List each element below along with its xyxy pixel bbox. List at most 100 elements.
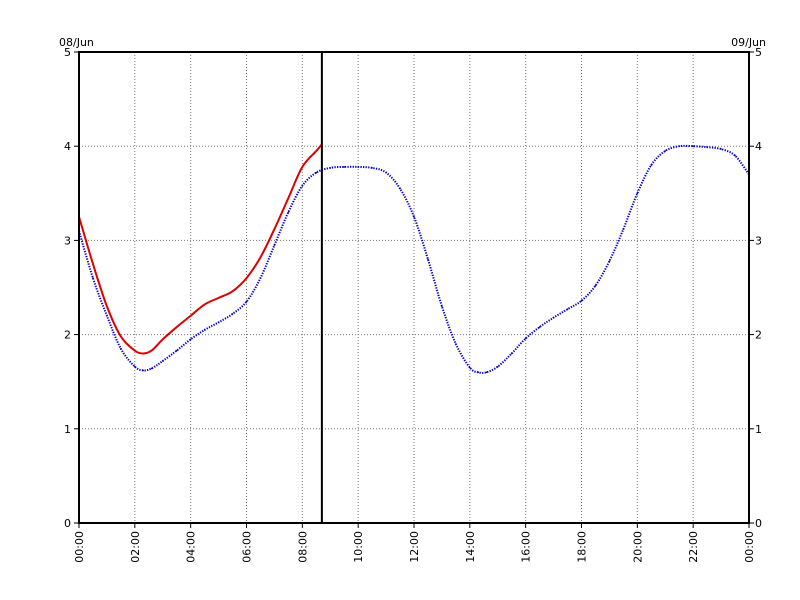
predicted-point	[692, 145, 694, 147]
y-tick-label-left: 0	[64, 517, 71, 530]
predicted-point	[594, 284, 597, 287]
y-tick-label-left: 5	[64, 46, 71, 59]
x-tick-label: 14:00	[464, 531, 477, 563]
predicted-point	[287, 211, 290, 213]
predicted-point	[485, 371, 488, 374]
predicted-point	[566, 308, 569, 310]
predicted-point	[706, 146, 708, 148]
predicted-point	[427, 258, 429, 261]
observed-point	[175, 326, 178, 328]
plot-frame	[78, 51, 750, 524]
predicted-point	[734, 154, 736, 157]
predicted-point	[469, 366, 471, 369]
predicted-point	[664, 150, 667, 152]
y-tick-label-left: 2	[64, 329, 71, 342]
y-tick-label-right: 5	[755, 46, 762, 59]
predicted-point	[580, 299, 583, 302]
x-tick-label: 00:00	[743, 531, 756, 563]
predicted-point	[385, 171, 387, 174]
y-tick-label-left: 3	[64, 234, 71, 247]
predicted-point	[301, 184, 304, 187]
series-layer	[78, 143, 750, 374]
y-tick-label-left: 4	[64, 140, 71, 153]
observed-point	[150, 349, 153, 352]
predicted-point	[510, 352, 513, 355]
predicted-point	[189, 338, 192, 341]
x-tick-label: 18:00	[576, 531, 589, 563]
predicted-point	[441, 305, 443, 308]
observed-point	[161, 338, 164, 341]
observed-point	[217, 297, 220, 299]
x-tick-label: 08:00	[296, 531, 309, 563]
predicted-point	[175, 349, 178, 352]
predicted-point	[678, 145, 681, 147]
predicted-point	[552, 316, 555, 319]
x-tick-label: 22:00	[687, 531, 700, 563]
date-label-right: 09/Jun	[731, 36, 766, 49]
grid-lines	[79, 52, 749, 523]
x-tick-label: 16:00	[520, 531, 533, 563]
axis-ticks: 00:00 02:00 04:00 06:00 08:00 10:00 12:00 14:00…	[64, 46, 762, 563]
predicted-point	[315, 171, 318, 174]
observed-point	[92, 263, 94, 265]
predicted-point	[203, 329, 206, 331]
predicted-point	[161, 360, 164, 362]
predicted-point	[134, 365, 136, 368]
observed-point	[134, 349, 136, 352]
predicted-point	[636, 192, 639, 195]
observed-point	[142, 352, 145, 355]
y-tick-label-right: 4	[755, 140, 762, 153]
x-tick-label: 00:00	[73, 531, 86, 563]
x-tick-label: 04:00	[185, 531, 198, 563]
predicted-point	[477, 371, 480, 374]
predicted-point	[120, 347, 122, 350]
y-tick-label-right: 0	[755, 517, 762, 530]
predicted-point	[245, 300, 248, 303]
y-tick-label-right: 3	[755, 234, 762, 247]
x-tick-label: 06:00	[241, 531, 254, 563]
predicted-point	[413, 216, 415, 218]
predicted-point	[329, 167, 332, 169]
predicted-point	[524, 337, 527, 340]
observed-point	[231, 290, 234, 293]
predicted-point	[399, 187, 401, 190]
predicted-point	[217, 321, 220, 324]
predicted-point	[231, 313, 234, 315]
predicted-point	[273, 244, 276, 246]
x-tick-label: 02:00	[129, 531, 142, 563]
observed-point	[203, 303, 206, 306]
x-tick-label: 20:00	[631, 531, 644, 563]
y-tick-label-right: 1	[755, 423, 762, 436]
observed-point	[273, 228, 276, 230]
observed-point	[106, 305, 108, 308]
y-tick-label-left: 1	[64, 423, 71, 436]
observed-point	[259, 256, 262, 259]
predicted-point	[608, 260, 611, 262]
predicted-point	[496, 365, 499, 368]
predicted-point	[650, 164, 653, 166]
predicted-point	[142, 369, 145, 372]
y-tick-label-right: 2	[755, 329, 762, 342]
x-tick-label: 10:00	[352, 531, 365, 563]
observed-point	[301, 166, 304, 168]
observed-point	[189, 314, 192, 317]
predicted-point	[720, 148, 722, 150]
observed-point	[315, 150, 318, 152]
observed-tide-series	[78, 143, 323, 355]
predicted-point	[357, 166, 359, 168]
predicted-point	[259, 277, 262, 279]
predicted-point	[622, 228, 625, 230]
predicted-point	[106, 314, 108, 317]
observed-point	[245, 277, 248, 279]
predicted-point	[371, 167, 373, 169]
predicted-point	[538, 326, 541, 328]
predicted-point	[150, 367, 153, 370]
predicted-point	[343, 166, 346, 168]
observed-point	[120, 335, 122, 338]
date-label-left: 08/Jun	[59, 36, 94, 49]
predicted-point	[455, 343, 457, 345]
predicted-point	[92, 277, 94, 279]
observed-point	[287, 197, 290, 199]
x-tick-label: 12:00	[408, 531, 421, 563]
